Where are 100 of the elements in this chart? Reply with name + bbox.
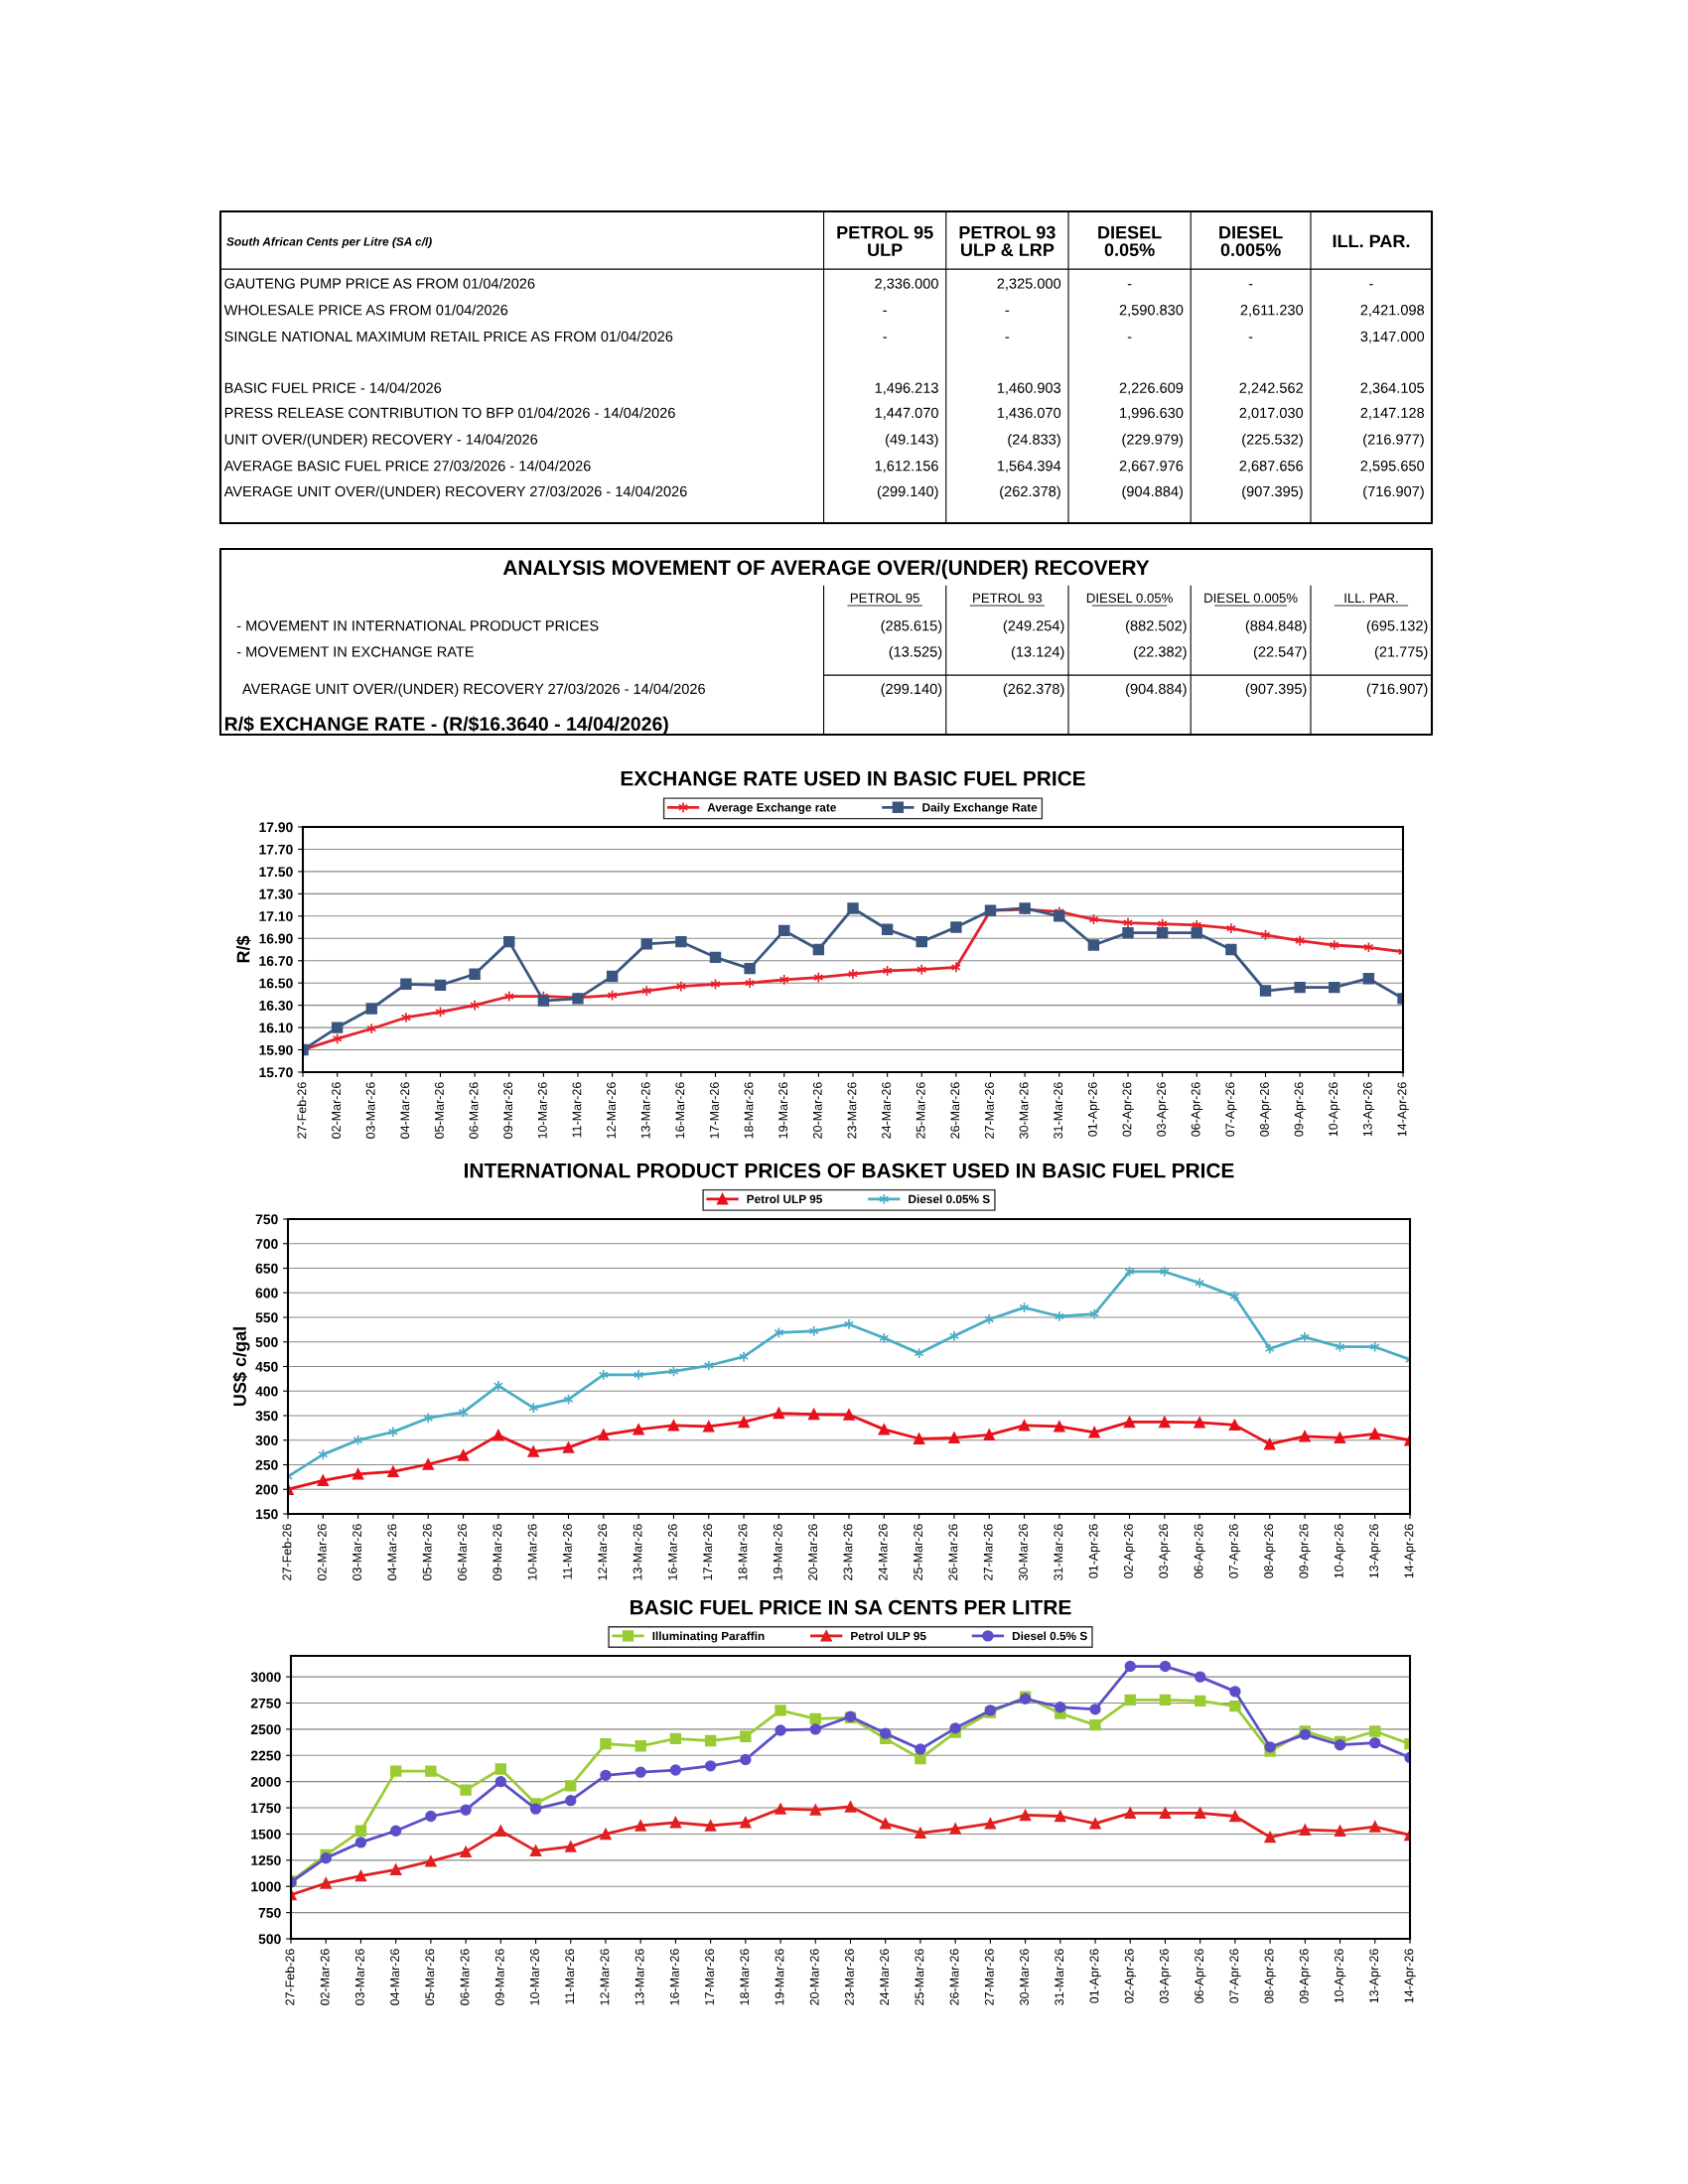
y-tick-label: 250 [255, 1459, 278, 1470]
x-tick-label: 23-Mar-26 [847, 1082, 857, 1139]
x-tick-label: 06-Mar-26 [460, 1949, 470, 2005]
text: (695.132) [1366, 619, 1428, 634]
text: ANALYSIS MOVEMENT OF AVERAGE OVER/(UNDER) RECOVERY [502, 559, 1150, 580]
y-tick-label: 2750 [250, 1698, 281, 1708]
x-tick-label: 01-Apr-26 [1088, 1524, 1101, 1578]
x-tick-label: 24-Mar-26 [880, 1949, 890, 2005]
x-tick-label: 27-Mar-26 [985, 1082, 994, 1139]
x-tick-label: 05-Mar-26 [435, 1082, 444, 1139]
x-tick-label: 10-Mar-26 [530, 1949, 539, 2005]
legend-label: Diesel 0.05% S [909, 1194, 990, 1204]
text: (225.532) [1242, 433, 1303, 448]
x-tick-label: 27-Mar-26 [984, 1949, 994, 2005]
x-tick-label: 04-Mar-26 [400, 1082, 410, 1139]
text: (49.143) [886, 433, 938, 448]
x-tick-label: 10-Apr-26 [1334, 1524, 1346, 1578]
y-tick-label: 650 [255, 1263, 278, 1274]
legend-label: Diesel 0.5% S [1012, 1631, 1087, 1641]
text: 2,336.000 [875, 278, 938, 291]
x-tick-label: 09-Apr-26 [1299, 1524, 1311, 1578]
y-tick-label: 16.10 [259, 1023, 293, 1033]
text: (299.140) [877, 485, 938, 500]
x-tick-label: 20-Mar-26 [808, 1524, 818, 1580]
text: 2,147.128 [1360, 407, 1425, 420]
x-tick-label: 18-Mar-26 [744, 1082, 754, 1139]
text: (716.907) [1363, 485, 1424, 500]
x-tick-label: 11-Mar-26 [565, 1949, 575, 2004]
text: DIESEL 0.05% [1086, 593, 1173, 604]
x-tick-label: 06-Apr-26 [1194, 1524, 1205, 1578]
x-tick-label: 12-Mar-26 [600, 1949, 610, 2005]
y-tick-label: 17.90 [259, 822, 293, 833]
text: PETROL 95 ULP [837, 225, 933, 256]
x-tick-label: 03-Mar-26 [365, 1082, 375, 1139]
x-tick-label: 09-Mar-26 [503, 1082, 513, 1139]
chart-title: INTERNATIONAL PRODUCT PRICES OF BASKET USED IN BASIC FUEL PRICE [465, 1162, 1234, 1178]
x-tick-label: 27-Feb-26 [282, 1524, 292, 1580]
text: 1,996.630 [1120, 407, 1184, 420]
text: PRESS RELEASE CONTRIBUTION TO BFP 01/04/2026 - 14/04/2026 [224, 407, 675, 419]
x-tick-label: 13-Apr-26 [1369, 1524, 1381, 1578]
text: PETROL 93 [973, 593, 1043, 604]
x-tick-label: 02-Mar-26 [332, 1082, 341, 1139]
text: - [1005, 337, 1010, 339]
x-tick-label: 26-Mar-26 [950, 1082, 960, 1139]
x-tick-label: 31-Mar-26 [1055, 1949, 1064, 2005]
x-tick-label: 11-Mar-26 [563, 1524, 572, 1579]
text: 1,564.394 [997, 461, 1061, 474]
text: - [1127, 337, 1132, 339]
x-tick-label: 31-Mar-26 [1054, 1524, 1063, 1580]
x-tick-label: 01-Apr-26 [1087, 1082, 1100, 1137]
x-tick-label: 17-Mar-26 [705, 1949, 714, 2005]
x-tick-label: 14-Apr-26 [1404, 1949, 1416, 2003]
y-tick-label: 16.50 [259, 978, 293, 989]
y-tick-label: 17.10 [259, 911, 293, 921]
x-tick-label: 13-Mar-26 [640, 1082, 650, 1139]
x-tick-label: 20-Mar-26 [809, 1949, 819, 2005]
text: ILL. PAR. [1333, 234, 1410, 248]
x-tick-label: 04-Mar-26 [387, 1524, 397, 1580]
x-tick-label: 06-Apr-26 [1195, 1949, 1206, 2003]
text: (24.833) [1008, 433, 1060, 448]
y-tick-label: 17.50 [259, 867, 293, 878]
y-tick-label: 750 [255, 1214, 278, 1225]
x-tick-label: 12-Mar-26 [598, 1524, 608, 1580]
text: SINGLE NATIONAL MAXIMUM RETAIL PRICE AS FROM 01/04/2026 [224, 331, 673, 342]
x-tick-label: 13-Apr-26 [1362, 1082, 1375, 1137]
x-tick-label: 08-Apr-26 [1264, 1524, 1276, 1578]
text: (13.124) [1011, 645, 1064, 660]
y-tick-label: 1000 [251, 1881, 281, 1892]
text: GAUTENG PUMP PRICE AS FROM 01/04/2026 [224, 277, 535, 289]
text: ILL. PAR. [1344, 593, 1398, 603]
x-tick-label: 09-Apr-26 [1294, 1082, 1306, 1137]
y-tick-label: 17.70 [259, 844, 293, 855]
text: 2,017.030 [1239, 407, 1304, 420]
x-tick-label: 05-Mar-26 [422, 1524, 432, 1580]
x-tick-label: 13-Mar-26 [634, 1949, 644, 2005]
x-tick-label: 02-Apr-26 [1122, 1082, 1134, 1137]
legend-label: Illuminating Paraffin [652, 1631, 765, 1643]
text: 1,496.213 [875, 382, 938, 395]
x-tick-label: 19-Mar-26 [778, 1082, 788, 1139]
text: 2,590.830 [1119, 305, 1184, 318]
text: UNIT OVER/(UNDER) RECOVERY - 14/04/2026 [224, 433, 538, 448]
y-tick-label: 1250 [251, 1855, 281, 1865]
x-tick-label: 07-Apr-26 [1229, 1949, 1241, 2003]
text: 3,147.000 [1360, 331, 1425, 343]
text: (904.884) [1126, 683, 1187, 697]
y-tick-label: 1500 [251, 1829, 281, 1840]
x-tick-label: 06-Apr-26 [1191, 1082, 1203, 1137]
text: - MOVEMENT IN INTERNATIONAL PRODUCT PRICES [236, 620, 599, 631]
x-tick-label: 02-Apr-26 [1124, 1524, 1136, 1578]
y-tick-label: 450 [255, 1361, 278, 1372]
y-tick-label: 150 [255, 1509, 278, 1520]
text: - [1369, 284, 1373, 286]
y-tick-label: 600 [255, 1288, 278, 1298]
x-tick-label: 13-Apr-26 [1369, 1949, 1381, 2003]
y-axis-title: R/$ [235, 935, 251, 963]
x-tick-label: 10-Mar-26 [527, 1524, 537, 1580]
x-tick-label: 09-Mar-26 [494, 1949, 504, 2005]
x-tick-label: 09-Apr-26 [1299, 1949, 1312, 2003]
x-tick-label: 13-Mar-26 [633, 1524, 642, 1580]
text: 2,364.105 [1360, 382, 1425, 395]
